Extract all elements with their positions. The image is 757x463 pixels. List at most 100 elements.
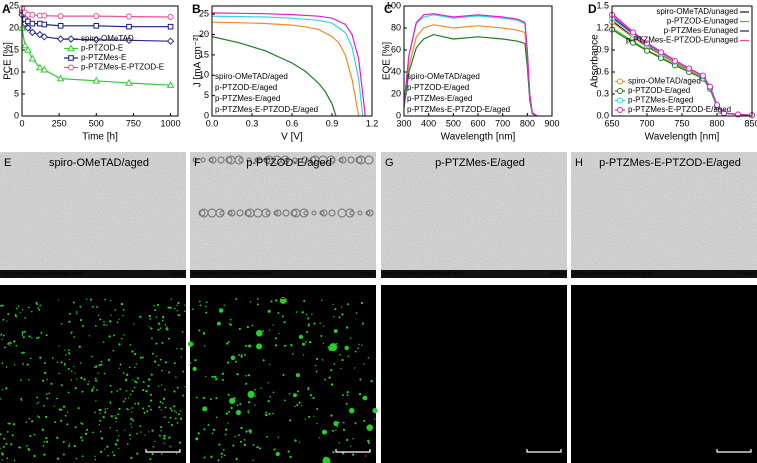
- fluorescent-spot: [210, 398, 212, 401]
- fluorescent-spot: [151, 453, 154, 456]
- fluorescent-spot: [22, 351, 25, 354]
- fluorescent-spot: [117, 413, 120, 416]
- fluorescent-spot: [372, 407, 378, 414]
- marker: [658, 49, 664, 56]
- fluorescent-spot: [173, 362, 176, 365]
- fluorescent-spot: [109, 426, 111, 429]
- fluorescent-spot: [175, 453, 178, 455]
- fluorescent-spot: [198, 300, 201, 303]
- fluorescent-spot: [351, 453, 355, 456]
- fluorescent-spot: [329, 343, 338, 352]
- fluorescent-spot: [13, 459, 16, 462]
- fluorescent-spot: [316, 423, 318, 425]
- fluorescent-spot: [94, 377, 97, 380]
- fluorescent-spot: [100, 363, 103, 366]
- fluorescent-spot: [256, 303, 259, 306]
- fluorescent-spot: [58, 372, 60, 375]
- fluorescent-spot: [235, 298, 238, 301]
- marker: [125, 78, 133, 86]
- fluorescent-spot: [345, 326, 349, 329]
- fluorescent-spot: [99, 419, 102, 422]
- fluorescent-spot: [179, 410, 182, 412]
- fluorescent-spot: [76, 313, 78, 315]
- fluorescent-spot: [275, 451, 280, 457]
- sem-info: SU70 3.0kV 8.8mm x40.0k SE(M) 14:36: [2, 271, 83, 276]
- fluorescent-spot: [332, 303, 334, 306]
- image-title: p-PTZMes-E/aged: [437, 290, 527, 302]
- sem-pore: [244, 209, 252, 217]
- fluorescent-spot: [212, 428, 216, 432]
- fluorescent-spot: [345, 402, 348, 405]
- fluorescent-spot: [176, 348, 178, 350]
- marker: [40, 33, 48, 41]
- plot-frame: [403, 5, 553, 117]
- fluorescent-spot: [2, 334, 5, 337]
- fluorescent-spot: [184, 386, 186, 388]
- fluorescent-spot: [56, 361, 59, 363]
- legend-label: spiro-OMeTAD/aged: [407, 72, 480, 81]
- fluorescent-spot: [79, 305, 82, 308]
- fluorescent-spot: [68, 320, 71, 323]
- fluorescent-spot: [130, 456, 133, 460]
- fluorescent-spot: [204, 345, 206, 347]
- fluorescent-spot: [80, 421, 82, 424]
- sem-pore: [357, 210, 363, 216]
- fluorescent-spot: [161, 369, 163, 372]
- fluorescent-spot: [62, 453, 65, 456]
- scale-bar: [145, 449, 181, 453]
- fluorescent-spot: [37, 401, 40, 403]
- fluorescent-spot: [162, 397, 166, 400]
- x-tick-label: 800: [709, 118, 724, 128]
- fluorescent-spot: [258, 447, 262, 450]
- legend-label: p-PTZMes-E-PTZOD-E/aged: [628, 105, 731, 114]
- marker: [28, 28, 37, 37]
- fluorescent-spot: [260, 387, 262, 389]
- marker: [125, 36, 133, 45]
- fluorescent-spot: [308, 415, 311, 418]
- fluorescent-spot: [23, 330, 26, 333]
- sem-footer: [381, 270, 567, 278]
- fluorescent-spot: [334, 308, 337, 311]
- sem-pore: [328, 209, 336, 217]
- fluorescent-spot: [128, 408, 130, 411]
- fluorescent-spot: [308, 341, 312, 344]
- fluorescent-spot: [341, 313, 344, 316]
- fluorescent-spot: [27, 448, 31, 451]
- fluorescent-spot: [79, 318, 83, 322]
- fluorescent-spot: [151, 352, 154, 355]
- fluorescent-spot: [154, 309, 157, 312]
- marker: [92, 76, 101, 84]
- legend-label: p-PTZMes-E: [81, 53, 126, 62]
- fluorescent-spot: [245, 382, 248, 385]
- fluorescent-spot: [154, 360, 157, 363]
- fluorescent-spot: [134, 366, 136, 369]
- x-tick-label: 800: [520, 118, 535, 128]
- fluorescent-spot: [60, 384, 63, 387]
- fluorescent-spot: [211, 432, 214, 435]
- fluorescent-spot: [9, 342, 12, 345]
- fluorescent-spot: [104, 448, 106, 450]
- fluorescent-spot: [301, 311, 304, 314]
- panel-letter: I: [4, 290, 7, 302]
- fluorescent-spot: [110, 390, 113, 393]
- marker: [29, 20, 36, 27]
- fluorescent-spot: [309, 394, 313, 397]
- fluorescent-spot: [225, 342, 229, 345]
- fluorescent-spot: [312, 396, 315, 400]
- fluorescent-spot: [291, 345, 293, 347]
- fluorescent-spot: [94, 455, 96, 457]
- fluorescent-spot: [355, 312, 358, 314]
- fluorescent-spot: [20, 397, 23, 400]
- legend-label: p-PTZMes-E-PTZOD-E: [81, 63, 164, 72]
- sem-image: [571, 152, 757, 278]
- fluorescent-spot: [84, 432, 88, 436]
- fluorescent-spot: [2, 445, 5, 448]
- fluorescent-spot: [149, 393, 153, 396]
- fluorescent-spot: [222, 448, 225, 451]
- fluorescent-spot: [83, 378, 86, 381]
- image-title: spiro-OMeTAD/aged: [49, 157, 149, 169]
- fluorescent-spot: [170, 409, 173, 412]
- fluorescent-spot: [301, 404, 303, 407]
- fluorescent-spot: [8, 341, 11, 344]
- fluorescent-spot: [122, 372, 125, 374]
